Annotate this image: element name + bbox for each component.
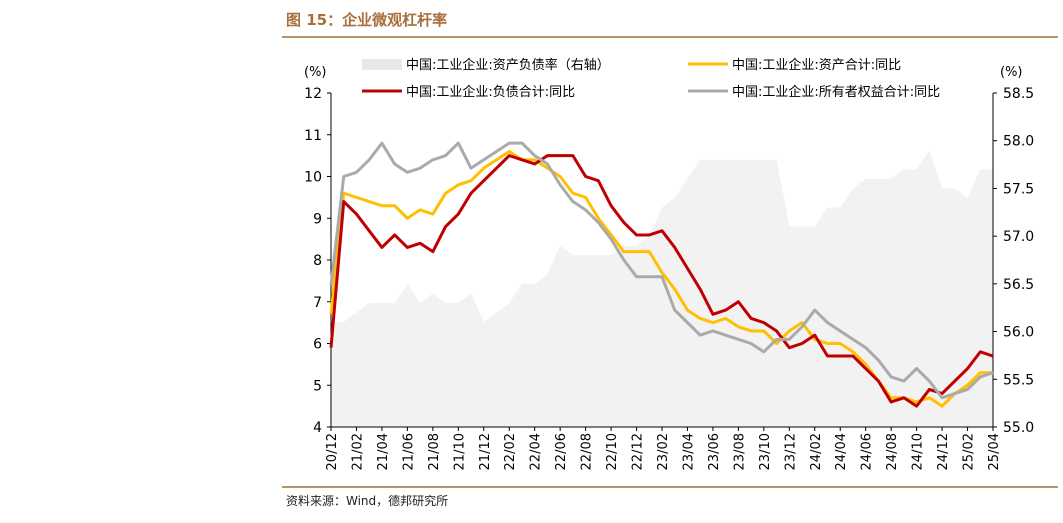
x-tick-label: 22/06 — [554, 433, 569, 470]
x-tick-label: 22/08 — [580, 433, 595, 470]
source-note: 资料来源：Wind，德邦研究所 — [286, 494, 449, 508]
left-tick-label: 4 — [313, 420, 322, 436]
x-tick-label: 21/12 — [478, 433, 493, 470]
labels-layer: 4 5 6 7 8 9 10 11 12 55.0 55.5 56.0 56.5 57.0 57.5 58.0… — [304, 65, 1034, 470]
series-area-debt-ratio — [331, 150, 993, 427]
left-tick-label: 7 — [313, 295, 322, 311]
figure-title: 图 15：企业微观杠杆率 — [286, 11, 448, 29]
x-tick-label: 22/12 — [631, 433, 646, 470]
x-tick-label: 24/06 — [860, 433, 875, 470]
right-tick-label: 55.0 — [1003, 420, 1034, 436]
x-tick-label: 25/04 — [987, 433, 1002, 470]
x-tick-label: 24/12 — [936, 433, 951, 470]
x-tick-label: 20/12 — [325, 433, 340, 470]
x-tick-label: 23/04 — [681, 433, 696, 470]
x-tick-label: 23/12 — [783, 433, 798, 470]
lines-layer — [329, 141, 994, 408]
right-tick-label: 58.5 — [1003, 86, 1034, 102]
left-tick-label: 10 — [304, 170, 322, 186]
series-line-2 — [329, 154, 994, 408]
area-layer — [331, 150, 993, 427]
x-tick-label: 22/02 — [503, 433, 518, 470]
x-tick-label: 23/10 — [758, 433, 773, 470]
x-tick-label: 24/04 — [834, 433, 849, 470]
right-tick-label: 58.0 — [1003, 134, 1034, 150]
legend-swatch-area — [362, 59, 402, 70]
left-tick-label: 11 — [304, 128, 322, 144]
legend-label: 中国:工业企业:所有者权益合计:同比 — [732, 84, 940, 100]
right-tick-label: 57.5 — [1003, 181, 1034, 197]
x-tick-label: 23/06 — [707, 433, 722, 470]
right-tick-label: 56.5 — [1003, 277, 1034, 293]
x-tick-label: 21/10 — [452, 433, 467, 470]
bottom-rule — [282, 486, 1058, 488]
x-tick-label: 21/06 — [401, 433, 416, 470]
x-tick-label: 23/02 — [656, 433, 671, 470]
right-axis-unit: (%) — [1000, 65, 1023, 80]
top-rule — [282, 36, 1058, 38]
right-tick-label: 55.5 — [1003, 372, 1034, 388]
x-tick-label: 21/02 — [350, 433, 365, 470]
x-tick-label: 24/08 — [885, 433, 900, 470]
x-tick-label: 23/08 — [732, 433, 747, 470]
legend-label: 中国:工业企业:负债合计:同比 — [406, 84, 575, 100]
x-tick-label: 25/02 — [962, 433, 977, 470]
x-tick-label: 22/10 — [605, 433, 620, 470]
left-tick-label: 5 — [313, 378, 322, 394]
series-line-3 — [329, 141, 994, 400]
left-tick-label: 9 — [313, 211, 322, 227]
x-tick-label: 21/08 — [427, 433, 442, 470]
x-tick-label: 22/04 — [529, 433, 544, 470]
x-tick-label: 24/10 — [911, 433, 926, 470]
left-axis-unit: (%) — [304, 65, 327, 80]
right-tick-label: 57.0 — [1003, 229, 1034, 245]
x-tick-label: 21/04 — [376, 433, 391, 470]
left-tick-label: 6 — [313, 337, 322, 353]
legend-label: 中国:工业企业:资产合计:同比 — [732, 57, 901, 73]
legend: 中国:工业企业:资产负债率（右轴） 中国:工业企业:资产合计:同比中国:工业企业:… — [362, 57, 940, 100]
right-tick-label: 56.0 — [1003, 325, 1034, 341]
left-tick-label: 12 — [304, 86, 322, 102]
left-tick-label: 8 — [313, 253, 322, 269]
x-tick-label: 24/02 — [809, 433, 824, 470]
legend-label: 中国:工业企业:资产负债率（右轴） — [406, 57, 610, 73]
